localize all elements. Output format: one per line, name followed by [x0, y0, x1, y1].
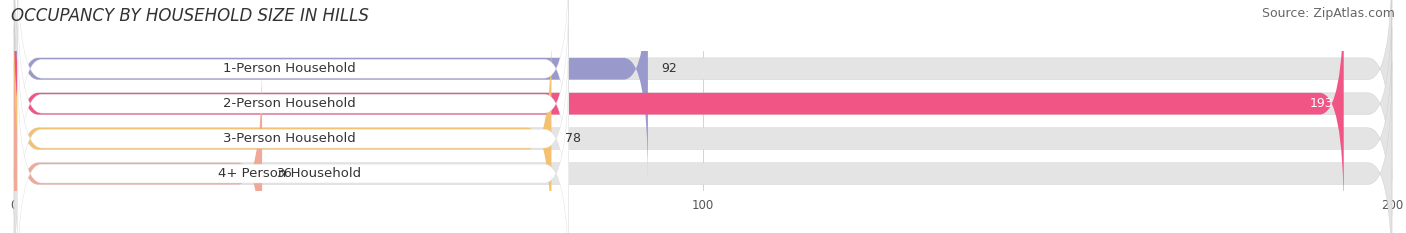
- FancyBboxPatch shape: [14, 0, 1392, 215]
- Text: 2-Person Household: 2-Person Household: [224, 97, 356, 110]
- FancyBboxPatch shape: [14, 0, 648, 180]
- FancyBboxPatch shape: [17, 61, 568, 233]
- FancyBboxPatch shape: [14, 27, 551, 233]
- Text: Source: ZipAtlas.com: Source: ZipAtlas.com: [1261, 7, 1395, 20]
- Text: 92: 92: [662, 62, 678, 75]
- FancyBboxPatch shape: [17, 0, 568, 217]
- Text: 1-Person Household: 1-Person Household: [224, 62, 356, 75]
- FancyBboxPatch shape: [14, 62, 262, 233]
- FancyBboxPatch shape: [17, 26, 568, 233]
- Text: 4+ Person Household: 4+ Person Household: [218, 167, 361, 180]
- Text: 36: 36: [276, 167, 291, 180]
- Text: 3-Person Household: 3-Person Household: [224, 132, 356, 145]
- Text: OCCUPANCY BY HOUSEHOLD SIZE IN HILLS: OCCUPANCY BY HOUSEHOLD SIZE IN HILLS: [11, 7, 370, 25]
- FancyBboxPatch shape: [14, 62, 1392, 233]
- FancyBboxPatch shape: [14, 0, 1344, 215]
- Text: 193: 193: [1310, 97, 1333, 110]
- FancyBboxPatch shape: [14, 0, 1392, 180]
- FancyBboxPatch shape: [14, 27, 1392, 233]
- Text: 78: 78: [565, 132, 581, 145]
- FancyBboxPatch shape: [17, 0, 568, 182]
